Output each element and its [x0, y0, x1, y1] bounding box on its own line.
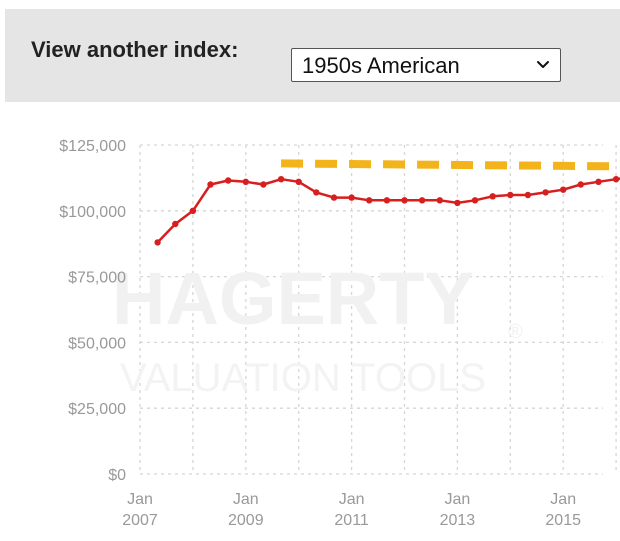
y-tick-label: $25,000	[68, 401, 126, 418]
value-series-point	[454, 199, 461, 207]
value-series-point	[542, 189, 549, 196]
y-tick-label: $100,000	[59, 204, 126, 221]
watermark-brand: HAGERTY	[112, 257, 474, 340]
y-tick-label: $50,000	[68, 335, 126, 352]
x-tick-label-year: 2013	[440, 512, 476, 529]
value-series-point	[330, 194, 338, 201]
chart-canvas: HAGERTY ® VALUATION TOOLS $125,000 $100,0…	[59, 138, 620, 529]
value-series-point	[577, 181, 584, 188]
value-series-point	[154, 239, 161, 246]
value-series-point	[313, 189, 320, 196]
x-tick-label-year: 2009	[228, 512, 264, 529]
value-series-point	[172, 220, 179, 228]
hagerty-watermark: HAGERTY ® VALUATION TOOLS	[112, 257, 523, 400]
chevron-down-icon	[537, 61, 549, 68]
value-series-point	[489, 193, 496, 200]
x-tick-label-month: Jan	[127, 491, 153, 508]
value-series-point	[207, 181, 214, 188]
value-series-point	[612, 176, 620, 183]
x-tick-label-month: Jan	[233, 491, 259, 508]
average-value-dashed-line	[281, 159, 620, 171]
index-selector-label: View another index:	[31, 37, 239, 62]
value-series-point	[595, 178, 602, 185]
value-series-point	[242, 178, 249, 185]
x-tick-label-month: Jan	[550, 491, 576, 508]
value-series-point	[471, 197, 479, 204]
value-series-point	[507, 191, 514, 199]
x-axis-ticks: Jan2007Jan2009Jan2011Jan2013Jan2015Jan20…	[122, 491, 581, 529]
x-tick-label-year: 2007	[122, 512, 158, 529]
x-tick-label-year: 2015	[545, 512, 581, 529]
value-series-point	[348, 194, 355, 201]
index-selector-bar: View another index: 1950s American	[5, 9, 620, 102]
value-series-point	[277, 176, 285, 183]
y-tick-label: $125,000	[59, 138, 126, 155]
value-series-point	[401, 197, 408, 204]
x-tick-label-month: Jan	[339, 491, 365, 508]
watermark-tagline: VALUATION TOOLS	[120, 356, 486, 400]
value-series-point	[418, 197, 426, 204]
value-series-point	[366, 197, 373, 204]
value-series-point	[383, 197, 391, 204]
watermark-registered-mark: ®	[508, 321, 523, 343]
index-select-value: 1950s American	[302, 53, 460, 78]
x-tick-label-month: Jan	[445, 491, 471, 508]
value-series-point	[189, 207, 197, 214]
value-series-line	[156, 177, 620, 244]
value-series-point	[560, 186, 567, 193]
y-axis-ticks: $125,000 $100,000 $75,000 $50,000 $25,000 $0	[59, 138, 126, 484]
value-series-point	[524, 191, 532, 199]
y-tick-label: $0	[108, 467, 126, 484]
chart-grid	[139, 144, 617, 475]
x-tick-label-year: 2011	[334, 512, 369, 529]
price-index-chart: HAGERTY ® VALUATION TOOLS $125,000 $100,0…	[0, 102, 620, 541]
value-series-point	[260, 181, 267, 188]
value-series-point	[225, 177, 232, 184]
index-select-dropdown[interactable]: 1950s American	[291, 48, 561, 82]
y-tick-label: $75,000	[68, 270, 126, 287]
chart-series	[154, 159, 620, 246]
value-series-point	[295, 178, 302, 185]
value-series-point	[436, 197, 443, 204]
